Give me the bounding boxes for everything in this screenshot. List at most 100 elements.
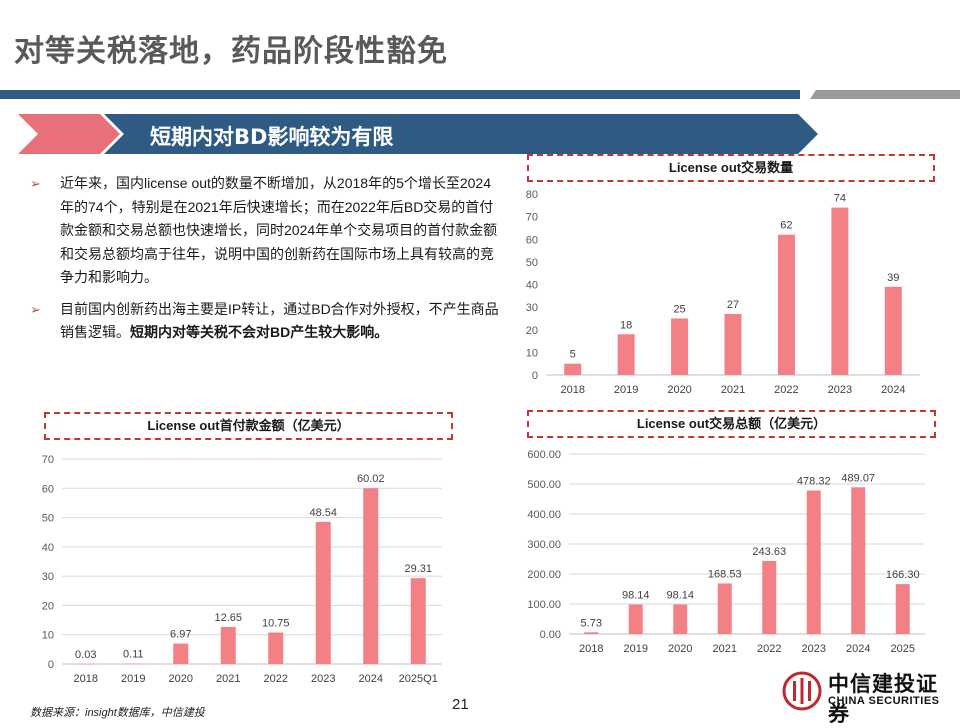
y-tick-label: 80	[526, 189, 538, 201]
x-tick-label: 2022	[757, 643, 781, 655]
y-tick-label: 600.00	[527, 449, 561, 461]
bar-value-label: 6.97	[170, 629, 191, 641]
header-rule-grey	[810, 90, 960, 99]
bar-value-label: 0.03	[75, 649, 96, 661]
x-tick-label: 2024	[359, 673, 383, 685]
bar-value-label: 98.14	[622, 590, 650, 602]
x-tick-label: 2021	[216, 673, 240, 685]
bar-value-label: 39	[887, 272, 899, 284]
y-tick-label: 50	[42, 513, 54, 525]
bar-value-label: 60.02	[357, 473, 385, 485]
bar-value-label: 18	[620, 319, 632, 331]
y-tick-label: 60	[526, 234, 538, 246]
x-tick-label: 2018	[74, 673, 98, 685]
chart-title-upfront: License out首付款金额（亿美元）	[44, 412, 453, 440]
section-banner: 短期内对BD影响较为有限	[18, 114, 818, 154]
arrow-bullet-icon: ➢	[30, 301, 41, 317]
bar	[564, 363, 582, 375]
y-tick-label: 100.00	[527, 599, 561, 611]
bar	[584, 632, 599, 634]
arrow-bullet-icon: ➢	[30, 176, 41, 191]
bullet-bold-text: 短期内对等关税不会对BD产生较大影响。	[130, 324, 389, 340]
source-note: 数据来源：insight数据库，中信建投	[30, 707, 205, 719]
bar-value-label: 48.54	[309, 507, 337, 519]
bar	[831, 207, 849, 375]
bar-value-label: 478.32	[797, 476, 831, 488]
x-tick-label: 2020	[668, 643, 692, 655]
bar-value-label: 62	[780, 220, 792, 232]
y-tick-label: 400.00	[527, 509, 561, 521]
bar	[777, 234, 795, 375]
bar	[363, 488, 379, 664]
logo-english: CHINA SECURITIES	[828, 695, 940, 707]
header-rule-blue	[0, 90, 800, 99]
bar	[220, 626, 236, 664]
chart-total: 0.00 100.00 200.00 300.00 400.00 500.00 600.00…	[527, 449, 925, 655]
bullet-text: 近年来，国内license out的数量不断增加，从2018年的5个增长至202…	[60, 175, 498, 285]
y-tick-label: 70	[42, 454, 54, 466]
y-tick-label: 200.00	[527, 569, 561, 581]
y-tick-label: 50	[526, 257, 538, 269]
x-tick-label: 2024	[881, 384, 905, 396]
x-tick-label: 2025	[891, 643, 915, 655]
x-tick-label: 2019	[614, 384, 638, 396]
bar	[851, 487, 866, 634]
bar-value-label: 0.11	[123, 649, 144, 661]
bar-value-label: 168.53	[708, 568, 742, 580]
bar	[410, 578, 426, 664]
x-tick-label: 2023	[802, 643, 826, 655]
x-tick-label: 2019	[624, 643, 648, 655]
y-tick-label: 20	[42, 600, 54, 612]
x-tick-label: 2025Q1	[399, 673, 438, 685]
x-tick-label: 2019	[121, 673, 145, 685]
bar	[628, 604, 643, 634]
bar-value-label: 98.14	[666, 590, 694, 602]
bullet-item: ➢ 近年来，国内license out的数量不断增加，从2018年的5个增长至2…	[30, 172, 500, 290]
bar	[717, 583, 732, 634]
bar	[78, 663, 94, 665]
bar-value-label: 489.07	[841, 472, 875, 484]
y-tick-label: 40	[526, 280, 538, 292]
x-tick-label: 2021	[713, 643, 737, 655]
x-tick-label: 2024	[846, 643, 870, 655]
company-logo: 中信建投证券 CHINA SECURITIES	[782, 668, 957, 726]
x-tick-label: 2018	[560, 384, 584, 396]
y-tick-label: 0.00	[540, 629, 561, 641]
y-tick-label: 0	[48, 659, 54, 671]
y-tick-label: 0	[532, 370, 538, 382]
bar	[671, 318, 689, 375]
logo-emblem-icon	[782, 671, 822, 711]
bullet-text: 目前国内创新药出海主要是IP转让，通过BD合作对外授权，不产生商品销售逻辑。	[60, 300, 499, 341]
bar-value-label: 27	[727, 299, 739, 311]
bar-value-label: 10.75	[262, 618, 290, 630]
chart-upfront: 0 10 20 30 40 50 60 70 0.03 2018 0.11 2019 6.97 2020 1…	[42, 454, 442, 685]
bar	[125, 663, 141, 665]
bullet-item: ➢ 目前国内创新药出海主要是IP转让，通过BD合作对外授权，不产生商品销售逻辑。…	[30, 298, 500, 345]
bar	[673, 604, 688, 634]
x-tick-label: 2021	[721, 384, 745, 396]
y-tick-label: 10	[42, 630, 54, 642]
y-tick-label: 30	[526, 302, 538, 314]
bar-value-label: 5.73	[581, 617, 602, 629]
y-tick-label: 60	[42, 483, 54, 495]
x-tick-label: 2018	[579, 643, 603, 655]
bar	[806, 490, 821, 634]
bar-value-label: 25	[673, 303, 685, 315]
y-tick-label: 300.00	[527, 539, 561, 551]
x-tick-label: 2022	[264, 673, 288, 685]
chart-count: 0 10 20 30 40 50 60 70 80 5 2018 18 2019 25 2020 27 2021…	[526, 189, 920, 396]
banner-shape	[18, 114, 818, 154]
bar-value-label: 243.63	[752, 546, 786, 558]
bullet-list: ➢ 近年来，国内license out的数量不断增加，从2018年的5个增长至2…	[30, 172, 500, 353]
bar	[315, 521, 331, 664]
x-tick-label: 2020	[667, 384, 691, 396]
bar	[268, 632, 284, 664]
chart-title-count: License out交易数量	[527, 154, 935, 182]
bar-value-label: 5	[570, 349, 576, 361]
x-tick-label: 2023	[311, 673, 335, 685]
y-tick-label: 500.00	[527, 479, 561, 491]
bar	[173, 643, 189, 664]
bar	[762, 560, 777, 634]
page-number: 21	[452, 696, 469, 713]
bar	[895, 584, 910, 634]
